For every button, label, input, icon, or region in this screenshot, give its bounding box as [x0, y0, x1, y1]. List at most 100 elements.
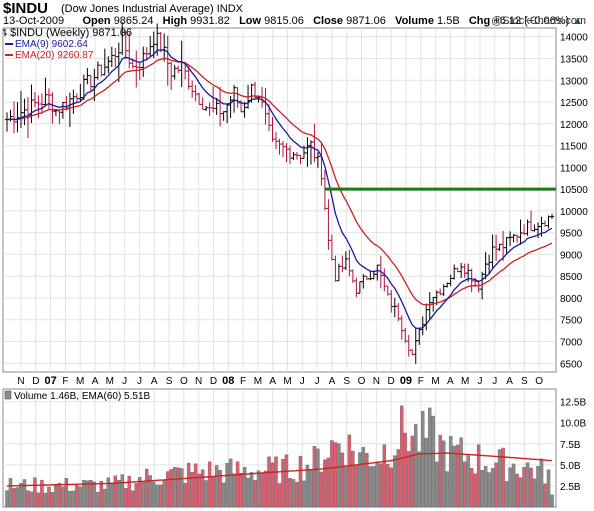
- volume-bar: [393, 455, 397, 508]
- x-tick-label-f: F: [62, 376, 68, 387]
- volume-bar: [407, 451, 411, 508]
- volume-bar: [396, 449, 400, 508]
- volume-bar: [165, 471, 170, 508]
- volume-bar: [333, 442, 338, 508]
- volume-bar: [382, 444, 387, 508]
- volume-bar: [469, 468, 474, 508]
- volume-bar: [92, 481, 97, 508]
- low-label: Low: [239, 15, 262, 27]
- volume-bar: [522, 467, 526, 508]
- volume-bar: [518, 477, 523, 508]
- volume-bar: [193, 463, 198, 508]
- volume-bar: [288, 478, 292, 508]
- volume-bar: [249, 472, 254, 508]
- volume-bar: [365, 453, 369, 508]
- y-tick-label-10000: 10000: [560, 207, 588, 218]
- volume-bar: [536, 466, 540, 508]
- y-tick-label-9500: 9500: [560, 229, 583, 240]
- volume-bar: [211, 477, 215, 508]
- volume-bar: [138, 477, 142, 508]
- volume-bar: [267, 456, 271, 508]
- volume-bar: [319, 471, 324, 508]
- volume-bar: [54, 484, 58, 508]
- volume-bar: [33, 477, 37, 508]
- volume-bar: [546, 469, 551, 508]
- volume-bar: [483, 466, 488, 508]
- volume-bar: [490, 468, 495, 508]
- volume-bar: [532, 478, 537, 508]
- volume-bar: [162, 480, 166, 508]
- volume-bar: [487, 472, 491, 508]
- volume-bar: [110, 482, 114, 508]
- volume-bar: [78, 486, 83, 508]
- volume-bar: [253, 479, 257, 508]
- legend-ohlc-icon: [3, 29, 7, 36]
- volume-bar: [550, 494, 554, 508]
- low-value: 9815.06: [264, 15, 304, 27]
- x-tick-label-n: N: [195, 376, 202, 387]
- x-tick-label-o: O: [535, 376, 543, 387]
- volume-bar: [459, 437, 463, 508]
- volume-bar: [61, 486, 65, 508]
- volume-bar: [281, 459, 285, 508]
- volume-bar: [186, 462, 191, 508]
- x-tick-label-f: F: [240, 376, 246, 387]
- y-tick-label-11500: 11500: [560, 142, 588, 153]
- volume-bar: [270, 462, 275, 508]
- volume-bar: [539, 458, 544, 508]
- volume-bar: [228, 458, 233, 508]
- chart-symbol: $INDU: [3, 0, 49, 17]
- volume-bar: [291, 479, 296, 508]
- volume-bar: [40, 479, 44, 508]
- volume-bar: [131, 490, 135, 508]
- volume-bar: [221, 482, 226, 508]
- volume-legend-icon: [4, 390, 12, 400]
- volume-bar: [12, 488, 16, 508]
- x-tick-label-m: M: [254, 376, 262, 387]
- volume-bar: [504, 481, 509, 508]
- ohlc-bar: [550, 213, 554, 219]
- volume-bar: [480, 470, 484, 508]
- x-tick-label-m: M: [283, 376, 291, 387]
- x-tick-label-m: M: [461, 376, 469, 387]
- volume-bar: [497, 449, 502, 508]
- volume-bar: [75, 485, 79, 508]
- x-tick-label-a: A: [269, 376, 276, 387]
- volume-bar: [368, 466, 373, 508]
- volume-bar: [232, 473, 236, 508]
- close-value: 9871.06: [346, 15, 386, 27]
- x-tick-label-j: J: [477, 376, 482, 387]
- volume-bar: [127, 475, 131, 508]
- volume-bar: [120, 474, 125, 508]
- x-tick-label-o: O: [358, 376, 366, 387]
- volume-bar: [148, 475, 152, 508]
- volume-bar: [239, 473, 243, 508]
- volume-bar: [82, 479, 86, 508]
- volume-bar: [347, 434, 352, 508]
- y-tick-label-6500: 6500: [560, 359, 583, 370]
- open-value: 9865.24: [113, 15, 154, 27]
- volume-bar: [379, 463, 383, 508]
- y-tick-label-8500: 8500: [560, 272, 583, 283]
- x-tick-label-j: J: [137, 376, 142, 387]
- volume-bar: [64, 478, 69, 508]
- chg-label: Chg: [468, 15, 491, 27]
- x-tick-label-n: N: [17, 376, 24, 387]
- volume-bar: [15, 487, 20, 508]
- volume-tick-label: 12.5B: [560, 398, 586, 409]
- x-tick-label-m: M: [106, 376, 114, 387]
- volume-bar: [372, 466, 376, 508]
- volume-label: Volume: [395, 15, 434, 27]
- volume-bar: [543, 483, 547, 508]
- volume-bar: [26, 490, 30, 508]
- chart-name: (Dow Jones Industrial Average) INDX: [61, 3, 243, 15]
- volume-bar: [204, 480, 208, 508]
- volume-bar: [71, 490, 76, 508]
- x-tick-label-m: M: [431, 376, 439, 387]
- volume-bar: [326, 457, 331, 508]
- volume-bar: [501, 447, 505, 508]
- x-tick-label-s: S: [166, 376, 173, 387]
- volume-bar: [197, 473, 201, 508]
- volume-tick-label: 5.0B: [560, 461, 581, 472]
- x-tick-label-j: J: [315, 376, 320, 387]
